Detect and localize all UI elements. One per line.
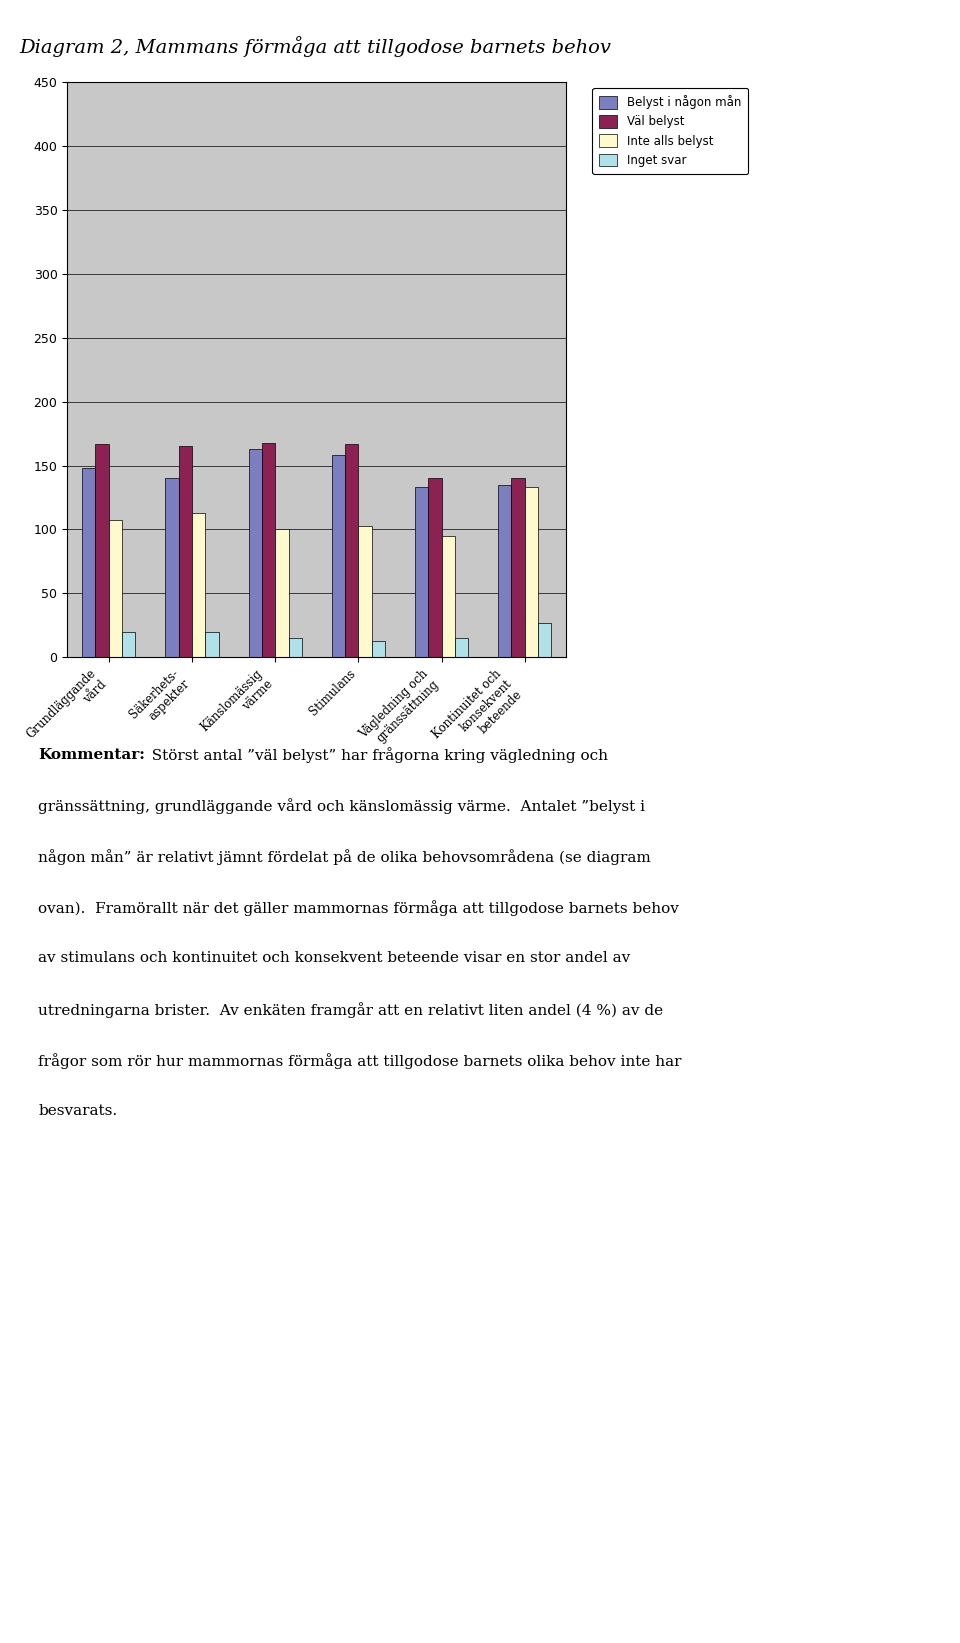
Bar xyxy=(539,623,551,657)
Bar xyxy=(249,449,262,657)
Bar xyxy=(289,637,301,657)
Bar xyxy=(276,529,289,657)
Bar xyxy=(442,536,455,657)
Text: någon mån” är relativt jämnt fördelat på de olika behovsområdena (se diagram: någon mån” är relativt jämnt fördelat på… xyxy=(38,849,651,866)
Bar xyxy=(358,526,372,657)
Bar xyxy=(498,485,512,657)
Text: Diagram 2, Mammans förmåga att tillgodose barnets behov: Diagram 2, Mammans förmåga att tillgodos… xyxy=(19,36,612,58)
Text: Störst antal ”väl belyst” har frågorna kring vägledning och: Störst antal ”väl belyst” har frågorna k… xyxy=(142,748,608,764)
Text: av stimulans och kontinuitet och konsekvent beteende visar en stor andel av: av stimulans och kontinuitet och konsekv… xyxy=(38,951,631,966)
Bar xyxy=(428,478,442,657)
Bar xyxy=(179,447,192,657)
Text: Kommentar:: Kommentar: xyxy=(38,748,145,762)
Legend: Belyst i någon mån, Väl belyst, Inte alls belyst, Inget svar: Belyst i någon mån, Väl belyst, Inte all… xyxy=(592,89,748,174)
Bar xyxy=(455,637,468,657)
Bar xyxy=(332,455,345,657)
Bar xyxy=(122,631,135,657)
Bar xyxy=(205,631,219,657)
Bar xyxy=(108,521,122,657)
Bar xyxy=(192,513,205,657)
Bar xyxy=(83,468,95,657)
Bar xyxy=(95,444,108,657)
Text: ovan).  Framörallt när det gäller mammornas förmåga att tillgodose barnets behov: ovan). Framörallt när det gäller mammorn… xyxy=(38,900,680,917)
Bar xyxy=(165,478,179,657)
Bar xyxy=(345,444,358,657)
Text: besvarats.: besvarats. xyxy=(38,1104,117,1119)
Bar xyxy=(372,641,385,657)
Bar xyxy=(512,478,525,657)
Text: utredningarna brister.  Av enkäten framgår att en relativt liten andel (4 %) av : utredningarna brister. Av enkäten framgå… xyxy=(38,1002,663,1019)
Text: frågor som rör hur mammornas förmåga att tillgodose barnets olika behov inte har: frågor som rör hur mammornas förmåga att… xyxy=(38,1053,682,1070)
Bar xyxy=(525,488,539,657)
Text: gränssättning, grundläggande vård och känslomässig värme.  Antalet ”belyst i: gränssättning, grundläggande vård och kä… xyxy=(38,798,645,815)
Bar xyxy=(262,442,276,657)
Bar xyxy=(415,488,428,657)
